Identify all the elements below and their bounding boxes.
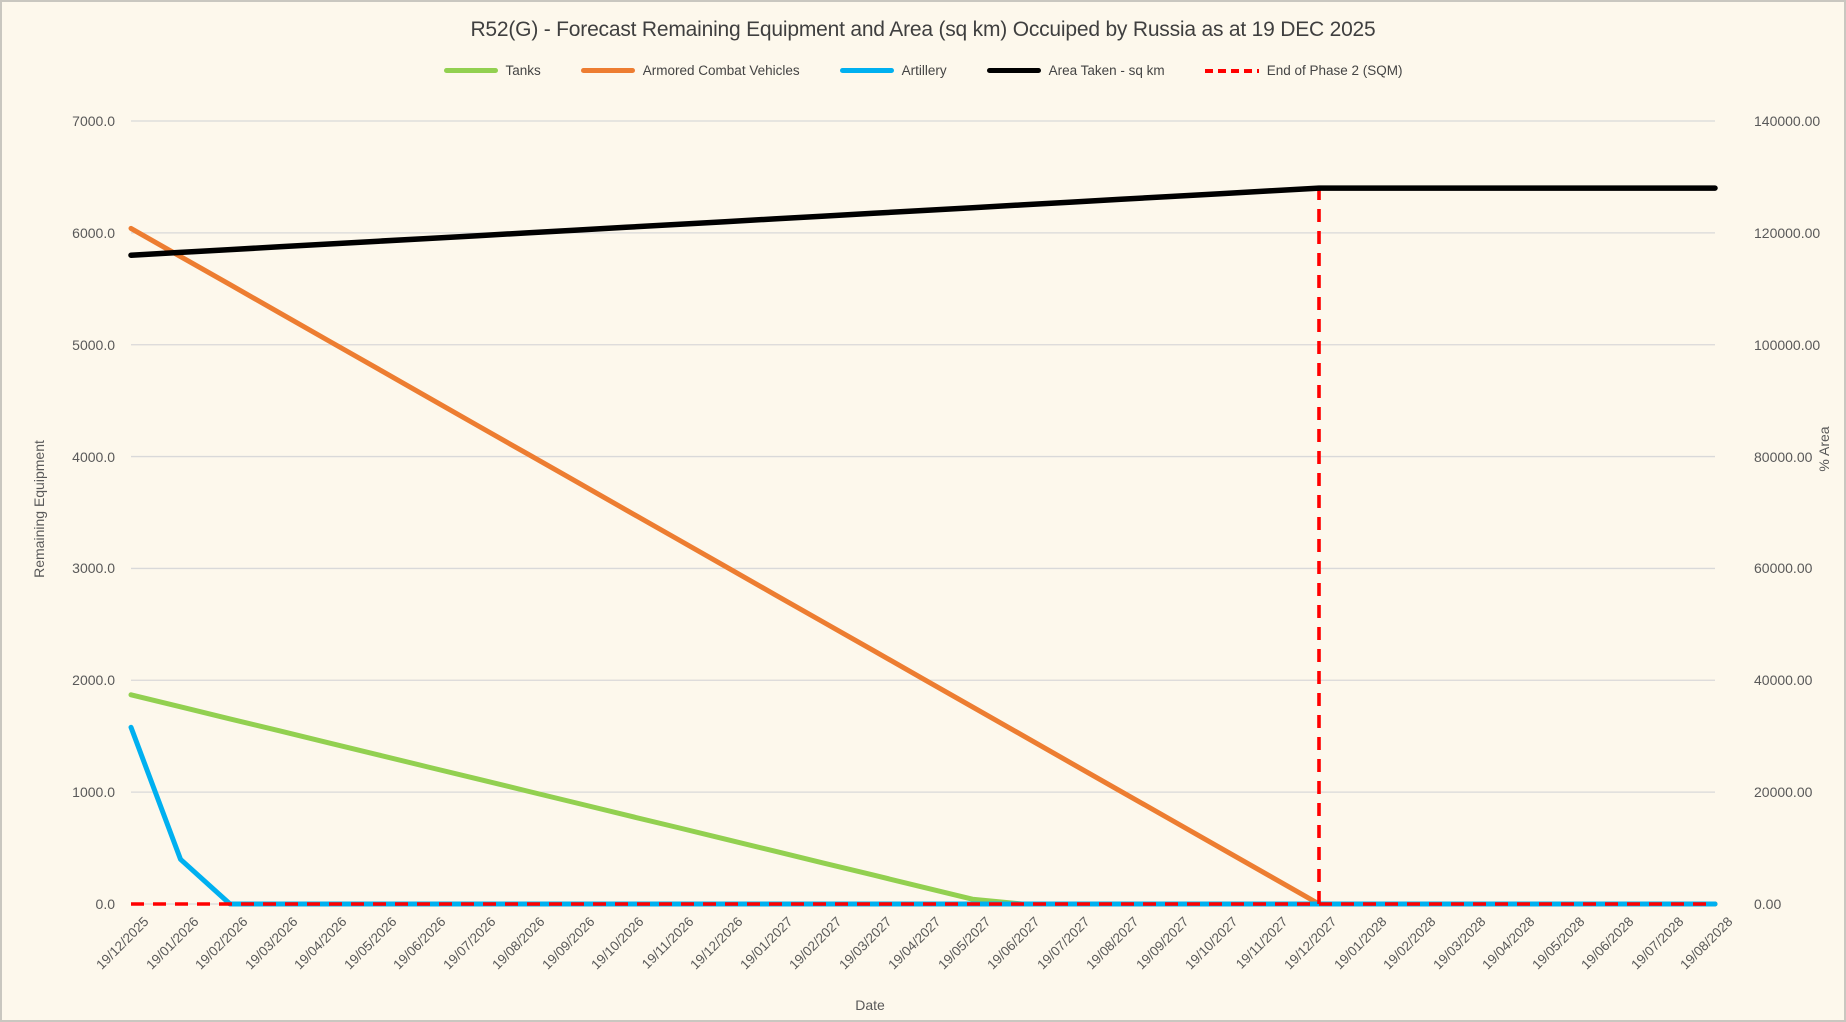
x-axis-title: Date [855, 997, 885, 1013]
right-axis-tick-label: 40000.00 [1754, 672, 1813, 689]
left-axis-tick-label: 7000.0 [72, 113, 115, 129]
legend-swatch-icon [580, 68, 635, 73]
right-axis-tick-label: 60000.00 [1754, 560, 1813, 577]
legend-label: Tanks [505, 63, 541, 78]
legend-swatch-icon [986, 68, 1041, 73]
right-axis-tick-label: 0.00 [1754, 896, 1782, 912]
right-axis-tick-label: 20000.00 [1754, 784, 1813, 801]
chart-title: R52(G) - Forecast Remaining Equipment an… [470, 18, 1376, 41]
left-axis-tick-label: 4000.0 [72, 448, 115, 465]
left-axis-tick-label: 2000.0 [72, 672, 115, 689]
legend-label: Artillery [901, 63, 947, 78]
legend-swatch-icon [1204, 68, 1259, 73]
legend-item-area-taken-sq-km: Area Taken - sq km [986, 63, 1165, 78]
legend-swatch-icon [839, 68, 894, 73]
legend-item-end-of-phase-2-sqm-: End of Phase 2 (SQM) [1204, 63, 1403, 78]
left-axis-tick-label: 0.0 [95, 896, 115, 912]
legend-item-artillery: Artillery [839, 63, 947, 78]
left-axis-tick-label: 6000.0 [72, 224, 115, 241]
series-area-taken-line [128, 185, 1718, 258]
legend: Tanks Armored Combat Vehicles Artillery Are… [2, 63, 1844, 78]
left-axis-tick-label: 1000.0 [72, 784, 115, 801]
legend-label: Armored Combat Vehicles [642, 63, 800, 78]
legend-swatch-icon [443, 68, 498, 73]
series-tanks-line [128, 692, 1718, 907]
series-armored-combat-vehicles-line [128, 225, 1718, 907]
left-axis-tick-label: 5000.0 [72, 336, 115, 353]
right-axis-tick-label: 140000.00 [1754, 113, 1821, 129]
left-axis-tick-label: 3000.0 [72, 560, 115, 577]
left-axis-title: Remaining Equipment [31, 440, 47, 578]
legend-item-tanks: Tanks [443, 63, 541, 78]
right-axis-tick-label: 80000.00 [1754, 448, 1813, 465]
right-axis-tick-label: 120000.00 [1754, 224, 1821, 241]
legend-label: End of Phase 2 (SQM) [1266, 63, 1403, 78]
right-axis-tick-label: 100000.00 [1754, 336, 1821, 353]
legend-item-armored-combat-vehicles: Armored Combat Vehicles [580, 63, 800, 78]
right-axis-title: % Area [1816, 426, 1832, 472]
legend-label: Area Taken - sq km [1048, 63, 1165, 78]
